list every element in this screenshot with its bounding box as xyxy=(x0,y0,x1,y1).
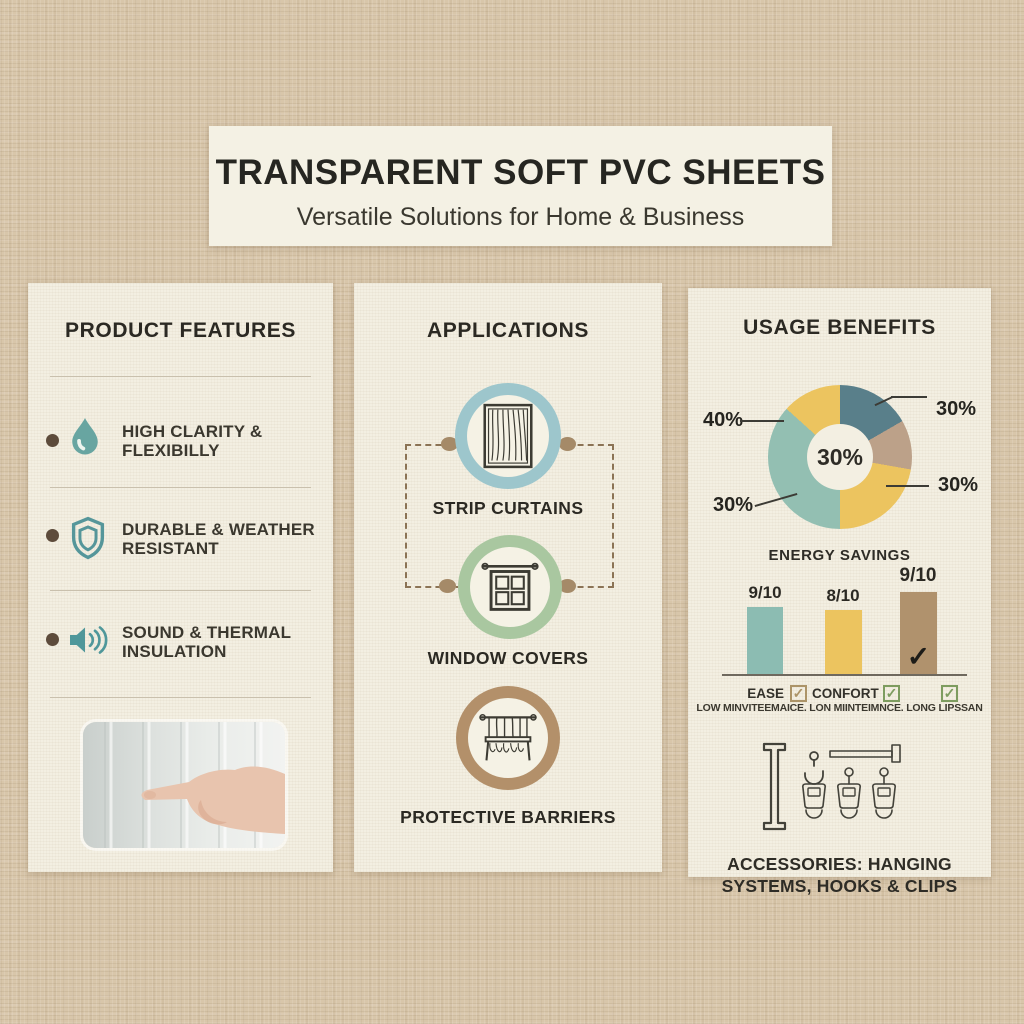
window-covers-badge xyxy=(458,535,562,639)
bar-confort xyxy=(825,610,862,674)
pvc-strip-hand-photo xyxy=(83,722,285,848)
application-label: PROTECTIVE BARRIERS xyxy=(400,807,616,827)
applications-panel: APPLICATIONS xyxy=(354,283,662,872)
connector-dot xyxy=(559,579,576,593)
strip-curtains-badge xyxy=(455,383,561,489)
donut-callout-left: 40% xyxy=(702,409,744,431)
bullet-dot xyxy=(46,529,59,542)
bar-third xyxy=(900,592,937,674)
divider xyxy=(50,487,311,488)
bar-value-label: 9/10 xyxy=(748,583,782,602)
usage-benefits-panel: USAGE BENEFITS 30% 40% 30% 30% 30% ENERG… xyxy=(688,288,991,896)
applications-title: APPLICATIONS xyxy=(427,319,589,342)
energy-savings-caption: ENERGY SAVINGS xyxy=(768,547,911,564)
bar-ease xyxy=(747,607,783,674)
bar-category-label: EASE xyxy=(747,686,784,701)
feature-item-label: HIGH CLARITY & FLEXIBILLY xyxy=(122,422,263,460)
strip-curtain-icon xyxy=(467,395,549,477)
speaker-icon xyxy=(68,625,112,660)
callout-line xyxy=(891,396,927,398)
donut-center-label: 30% xyxy=(807,424,873,490)
page-title: TRANSPARENT SOFT PVC SHEETS xyxy=(215,153,826,192)
bullet-dot xyxy=(46,633,59,646)
protective-barriers-badge xyxy=(456,686,560,790)
donut-callout-bottom-left: 30% xyxy=(712,494,754,516)
checkbox-icon: ✓ xyxy=(790,685,807,702)
accessories-caption: ACCESSORIES: HANGING SYSTEMS, HOOKS & CL… xyxy=(721,854,958,896)
shield-icon xyxy=(68,516,108,565)
hanging-accessories-illustration xyxy=(744,740,904,857)
application-label: STRIP CURTAINS xyxy=(432,498,584,518)
donut-callout-top-right: 30% xyxy=(935,398,977,420)
bar-value-label: 8/10 xyxy=(826,586,860,605)
checkbox-icon: ✓ xyxy=(883,685,900,702)
water-drop-icon xyxy=(68,415,102,465)
feature-item-label: DURABLE & WEATHER RESISTANT xyxy=(122,520,315,558)
connector-dot xyxy=(559,437,576,451)
donut-callout-right: 30% xyxy=(937,474,979,496)
callout-line xyxy=(740,420,784,422)
checkbox-icon: ✓ xyxy=(941,685,958,702)
barrier-icon xyxy=(468,698,548,778)
bar-chart-axis xyxy=(722,674,967,676)
usage-benefits-title: USAGE BENEFITS xyxy=(743,316,936,339)
page-subtitle: Versatile Solutions for Home & Business xyxy=(296,203,745,231)
header-banner: TRANSPARENT SOFT PVC SHEETS Versatile So… xyxy=(209,126,832,246)
feature-item-label: SOUND & THERMAL INSULATION xyxy=(122,623,292,661)
divider xyxy=(50,376,311,377)
window-icon xyxy=(470,547,550,627)
benefits-footnote: LOW MINVITEEMAICE. LON MIINTEIMNCE. LONG… xyxy=(696,702,983,714)
bar-category-label: CONFORT xyxy=(812,686,879,701)
callout-line xyxy=(886,485,929,487)
application-label: WINDOW COVERS xyxy=(427,648,589,668)
checkmark-icon: ✓ xyxy=(906,641,931,672)
connector-dot xyxy=(439,579,456,593)
donut-chart: 30% xyxy=(768,385,912,529)
bullet-dot xyxy=(46,434,59,447)
product-features-title: PRODUCT FEATURES xyxy=(65,319,296,342)
divider xyxy=(50,697,311,698)
divider xyxy=(50,590,311,591)
product-features-panel: PRODUCT FEATURES HIGH CLARITY & FLEXIBIL… xyxy=(28,283,333,872)
bar-value-label: 9/10 xyxy=(899,565,937,586)
connector-dot xyxy=(441,437,458,451)
